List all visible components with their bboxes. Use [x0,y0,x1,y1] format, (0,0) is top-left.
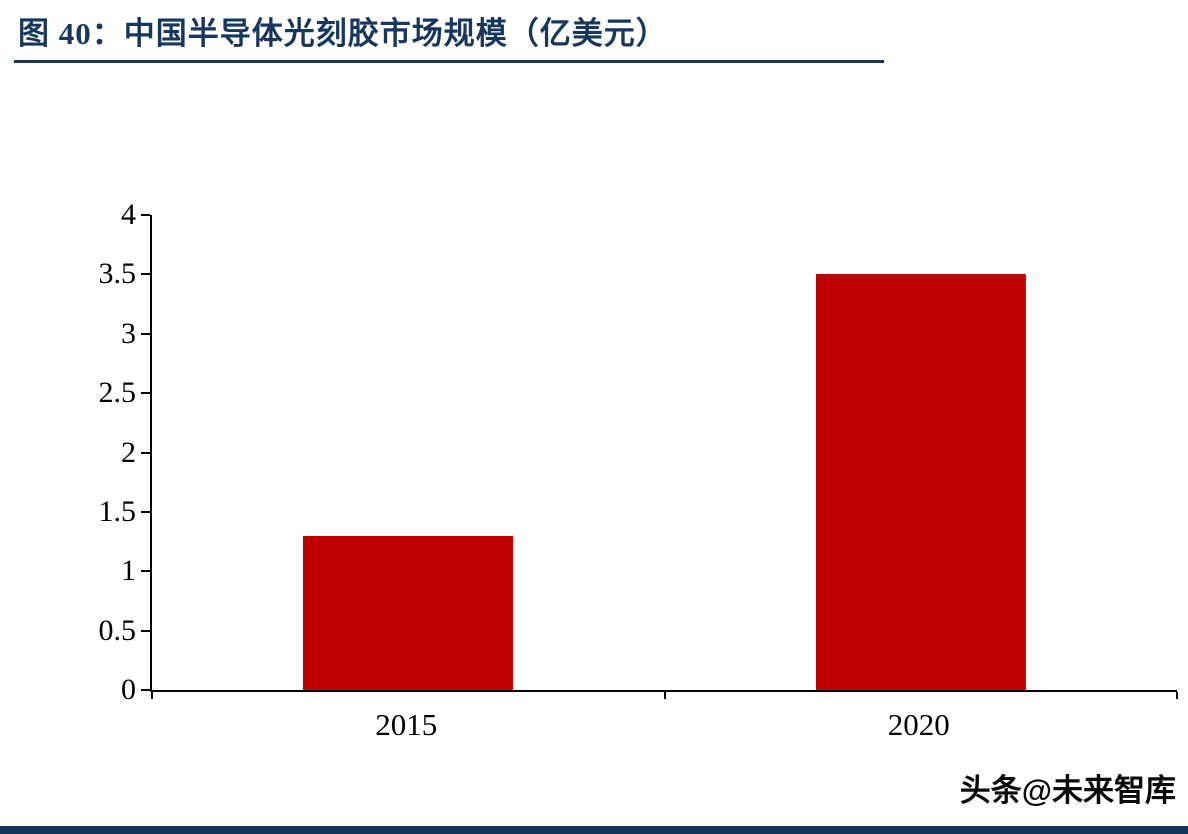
y-tick-label: 0 [121,673,136,706]
bar-2020 [815,274,1026,690]
y-tick-label: 0.5 [98,613,137,647]
x-tick-label: 2015 [375,707,438,742]
y-tick-mark [141,451,150,454]
y-axis-labels: 0 0.5 1 1.5 2 2.5 3 3.5 4 [0,200,137,705]
x-tick-mark [151,692,153,699]
y-tick-label: 3.5 [98,257,137,291]
y-tick-mark [141,332,150,335]
y-tick-label: 1.5 [98,494,137,528]
y-tick-mark [141,214,150,216]
y-tick-label: 2.5 [98,376,137,410]
y-tick-mark [141,510,150,513]
title-underline [14,60,884,63]
plot-area [141,214,1178,699]
bottom-bar [0,826,1188,834]
y-tick-mark [141,273,150,276]
y-tick-label: 2 [121,435,136,469]
y-tick-mark [141,570,150,573]
y-tick-mark [141,392,150,395]
x-axis-labels: 2015 2020 [150,706,1175,752]
watermark: 头条@未来智库 [959,773,1176,808]
y-tick-mark [141,689,150,691]
y-tick-mark [141,629,150,632]
x-tick-mark [1176,692,1178,699]
bar-2015 [303,535,514,690]
x-tick-mark [663,692,666,699]
figure-title: 图 40：中国半导体光刻胶市场规模（亿美元） [18,16,668,51]
y-tick-label: 4 [121,198,136,231]
y-tick-label: 1 [121,554,136,588]
y-tick-label: 3 [121,316,136,350]
x-tick-label: 2020 [887,707,950,742]
